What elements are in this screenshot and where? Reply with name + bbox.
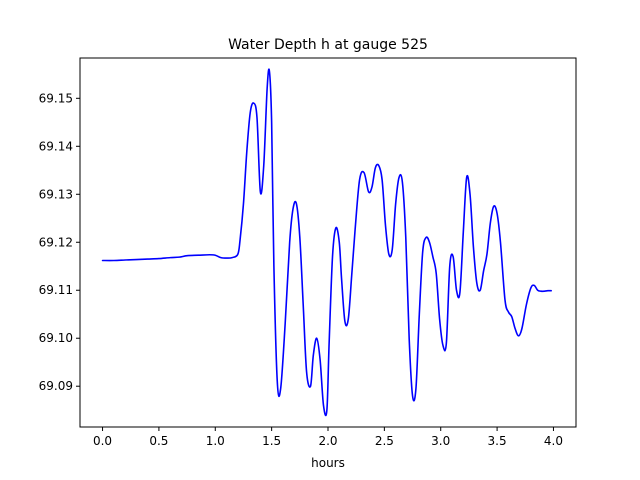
x-axis-label: hours: [311, 456, 345, 470]
x-tick-label: 3.5: [488, 434, 507, 448]
y-tick-label: 69.10: [39, 331, 73, 345]
x-tick-label: 2.0: [318, 434, 337, 448]
series-line: [101, 68, 552, 417]
x-tick-label: 2.5: [375, 434, 394, 448]
plot-frame: [79, 57, 577, 428]
x-tick-label: 0.0: [93, 434, 112, 448]
x-tick-label: 3.0: [431, 434, 450, 448]
y-tick-label: 69.13: [39, 187, 73, 201]
series-layer: [101, 68, 552, 417]
axes-layer: 0.0 0.5 1.0 1.5 2.0 2.5 3.0 3.5 4.0 69.09 69.10 69.…: [39, 91, 563, 448]
x-tick-label: 1.0: [206, 434, 225, 448]
chart-title: Water Depth h at gauge 525: [228, 37, 428, 53]
x-tick-label: 0.5: [149, 434, 168, 448]
x-tick-label: 1.5: [262, 434, 281, 448]
y-tick-label: 69.14: [39, 139, 73, 153]
y-tick-label: 69.12: [39, 235, 73, 249]
y-tick-label: 69.15: [39, 91, 73, 105]
x-tick-label: 4.0: [544, 434, 563, 448]
y-tick-label: 69.11: [39, 283, 73, 297]
y-tick-label: 69.09: [39, 379, 73, 393]
